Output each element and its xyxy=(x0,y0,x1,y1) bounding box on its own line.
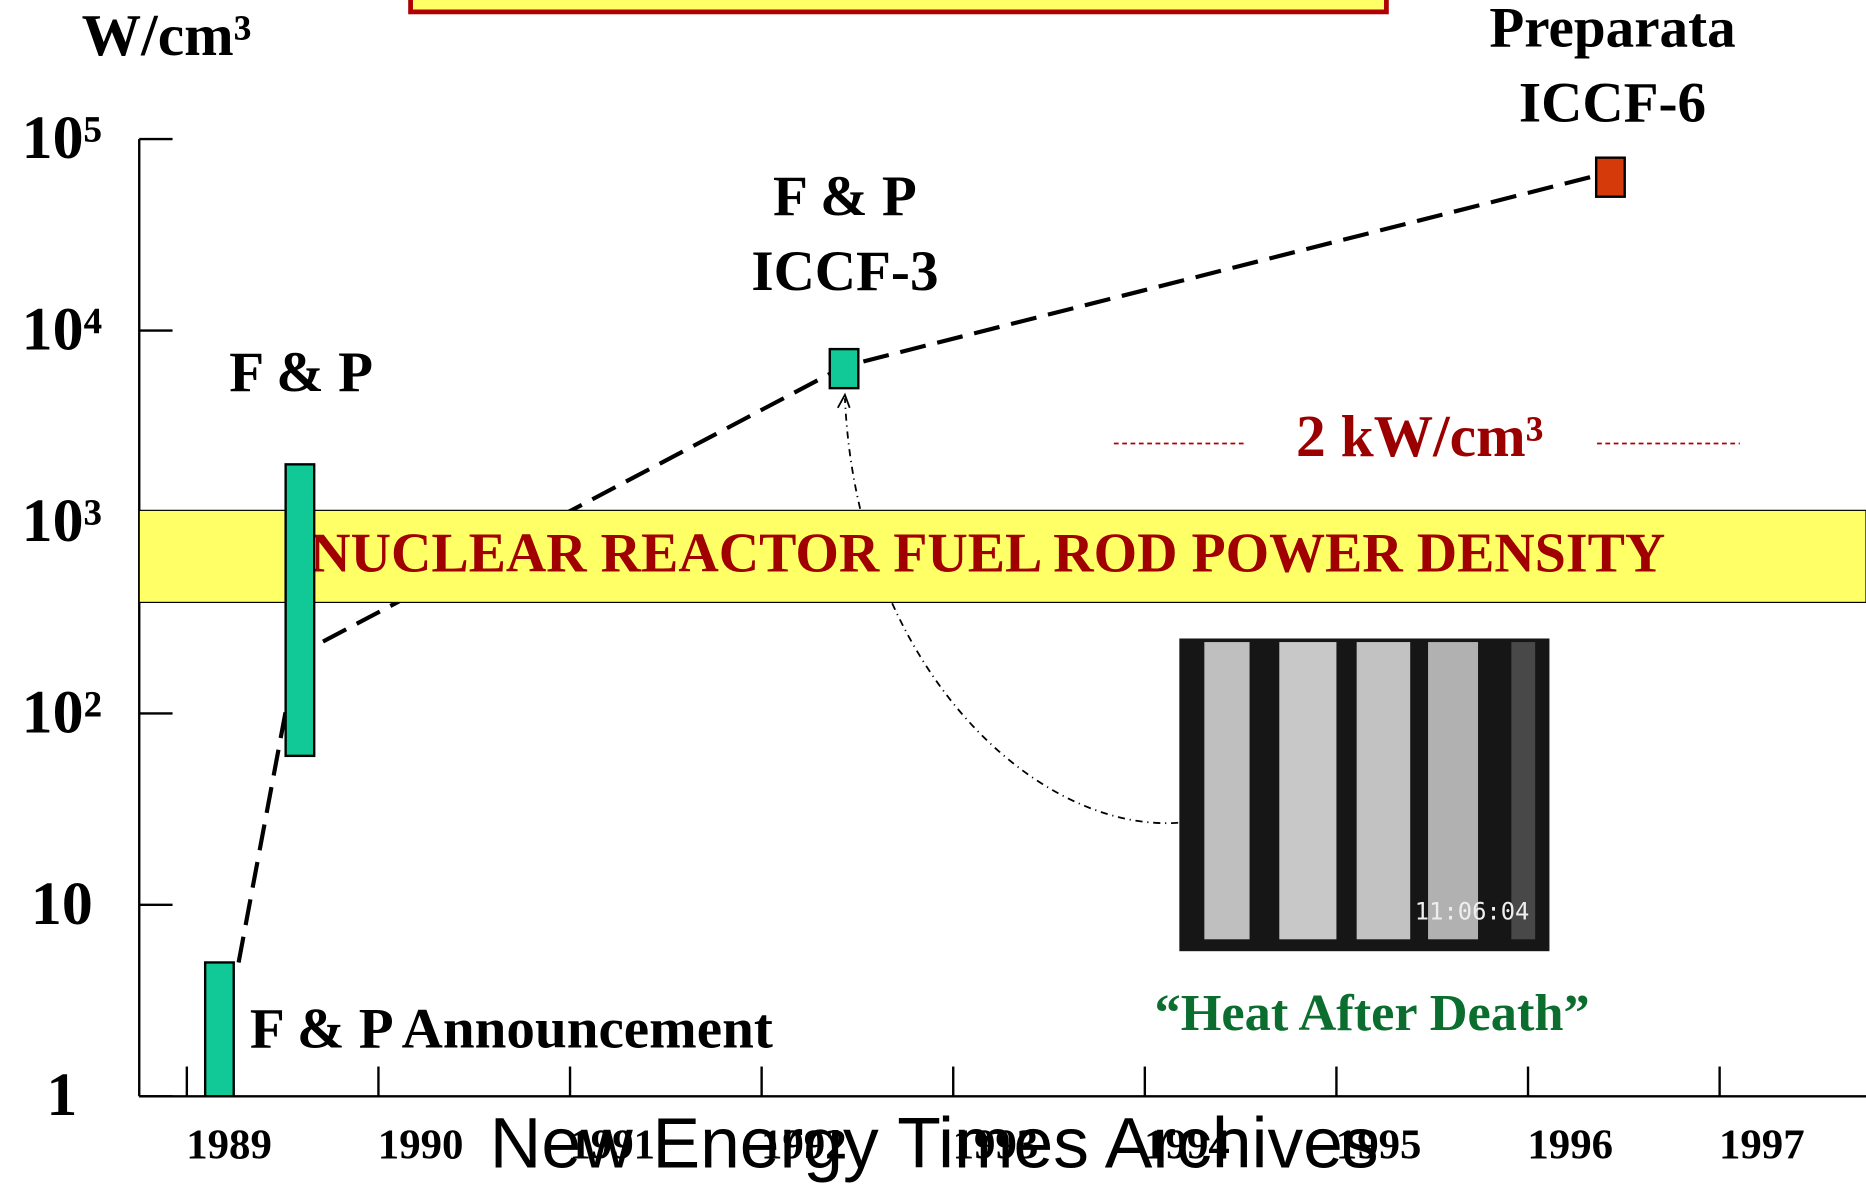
chart: W/cm³ 2 kW/cm³ “Heat After Death” 1 10 10²… xyxy=(0,0,1866,1189)
y-tick-label: 1 xyxy=(46,1061,77,1129)
x-tick-label: 1990 xyxy=(378,1121,464,1168)
bar-label: ICCF-6 xyxy=(1519,71,1706,134)
watermark: New Energy Times Archives xyxy=(490,1103,1379,1183)
x-tick-label: 1989 xyxy=(186,1121,272,1168)
bar-label: F & P Announcement xyxy=(250,998,773,1061)
photo-timestamp: 11:06:04 xyxy=(1415,898,1530,926)
range-bar xyxy=(205,962,234,1096)
x-tick-label: 1997 xyxy=(1719,1121,1805,1168)
title-box xyxy=(411,0,1387,12)
range-bar xyxy=(286,464,315,756)
y-tick-label: 10 xyxy=(31,870,93,938)
x-tick-label: 1996 xyxy=(1527,1121,1613,1168)
bar-label: F & P xyxy=(773,165,917,228)
band-label: NUCLEAR REACTOR FUEL ROD POWER DENSITY xyxy=(310,523,1665,585)
pointer-arrow xyxy=(845,398,1178,823)
arrow-head xyxy=(838,395,850,408)
reference-label: 2 kW/cm³ xyxy=(1296,403,1544,469)
y-tick-label: 10⁵ xyxy=(22,104,102,172)
photo-caption: “Heat After Death” xyxy=(1155,984,1590,1042)
range-bar xyxy=(1596,158,1625,197)
bar-label: F & P xyxy=(229,341,373,404)
range-bar xyxy=(830,349,859,388)
y-tick-label: 10⁴ xyxy=(22,296,102,364)
bar-label: Preparata xyxy=(1489,0,1735,59)
bar-label: ICCF-3 xyxy=(751,240,938,303)
y-tick-label: 10³ xyxy=(22,487,102,555)
y-tick-label: 10² xyxy=(22,678,102,746)
y-axis-label: W/cm³ xyxy=(82,2,252,68)
